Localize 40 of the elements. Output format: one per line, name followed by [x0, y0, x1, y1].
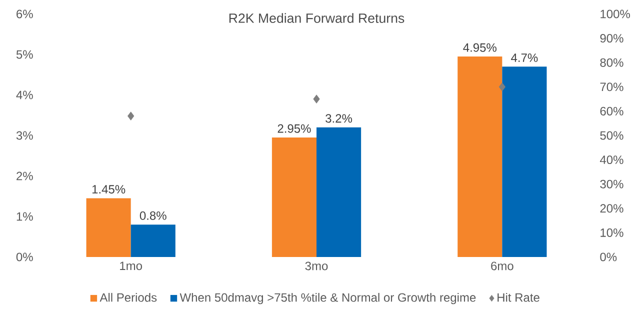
bar [130, 224, 176, 257]
point [128, 112, 134, 120]
y2-tick-label: 40% [600, 156, 624, 164]
y-tick-label: 1% [16, 212, 33, 221]
y-tick-label: 4% [16, 90, 33, 100]
data-label: 1.45% [92, 185, 126, 194]
y2-tick-label: 70% [600, 82, 624, 92]
y2-tick-label: 80% [600, 58, 624, 67]
x-tick-label: 3mo [305, 262, 328, 270]
y-tick-label: 3% [16, 131, 33, 140]
x-tick-label: 1mo [120, 262, 142, 270]
bar [86, 198, 131, 257]
bar [458, 56, 502, 257]
legend-label: When 50dmavg >75th %tile & Normal or Growth regime [180, 292, 476, 304]
data-label: 3.2% [326, 114, 352, 123]
y-tick-label: 0% [16, 252, 33, 262]
point [498, 82, 506, 92]
legend-label: All Periods [100, 292, 157, 302]
bar [502, 66, 547, 257]
legend-label: Hit Rate [498, 292, 540, 302]
point [313, 94, 320, 104]
y2-tick-label: 50% [600, 131, 624, 140]
y-tick-label: 2% [16, 172, 33, 180]
y2-tick-label: 10% [600, 228, 624, 237]
y-tick-label: 6% [16, 10, 33, 18]
y2-tick-label: 0% [600, 252, 617, 262]
x-tick-label: 6mo [491, 262, 514, 270]
y2-tick-label: 100% [600, 10, 630, 18]
chart-title: R2K Median Forward Returns [229, 13, 404, 23]
data-label: 0.8% [140, 211, 166, 220]
data-label: 2.95% [278, 124, 311, 133]
y2-tick-label: 60% [600, 106, 624, 116]
y-tick-label: 5% [16, 50, 33, 59]
bar [272, 138, 317, 257]
data-label: 4.95% [463, 43, 496, 52]
data-label: 4.7% [511, 54, 538, 62]
bar [316, 127, 362, 257]
y2-tick-label: 90% [600, 34, 624, 43]
y2-tick-label: 30% [600, 180, 624, 188]
y2-tick-label: 20% [600, 204, 624, 213]
